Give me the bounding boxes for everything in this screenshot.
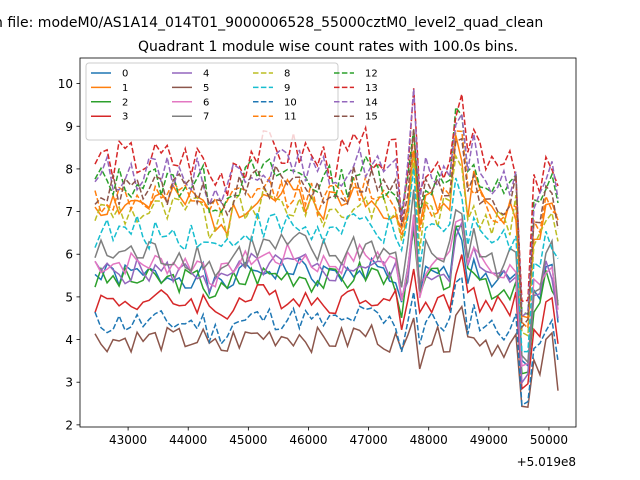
- x-tick-label: 49000: [470, 433, 508, 447]
- legend-label-8: 8: [284, 69, 290, 80]
- chart-title: Quadrant 1 module wise count rates with …: [138, 39, 518, 55]
- x-tick-label: 47000: [349, 433, 387, 447]
- series-line-9: [94, 167, 559, 353]
- series-line-14: [94, 88, 559, 318]
- y-tick-label: 9: [65, 120, 73, 134]
- y-tick-label: 8: [65, 162, 73, 176]
- x-tick-label: 45000: [229, 433, 267, 447]
- x-tick-label: 43000: [109, 433, 147, 447]
- y-tick-label: 10: [58, 77, 73, 91]
- x-tick-label: 50000: [530, 433, 568, 447]
- y-tick-label: 2: [65, 418, 73, 432]
- window-title: n file: modeM0/AS1A14_014T01_9000006528_…: [0, 15, 543, 31]
- legend-label-14: 14: [365, 97, 378, 108]
- y-tick-label: 7: [65, 205, 73, 219]
- series-line-3: [94, 254, 559, 391]
- axes-frame: [79, 57, 577, 428]
- x-offset-label: +5.019e8: [517, 455, 576, 469]
- legend-label-0: 0: [122, 69, 128, 80]
- y-tick-label: 3: [65, 376, 73, 390]
- legend-label-5: 5: [203, 83, 209, 94]
- series-line-15: [94, 128, 559, 330]
- series-line-13: [94, 88, 559, 303]
- x-tick-label: 44000: [169, 433, 207, 447]
- series-line-12: [94, 105, 559, 316]
- legend-label-15: 15: [365, 112, 378, 123]
- y-axis: 2 3 4 5 6 7 8 9 10: [58, 77, 80, 432]
- legend-label-12: 12: [365, 69, 378, 80]
- series-line-4: [94, 219, 559, 385]
- series-line-8: [94, 153, 559, 337]
- legend-label-13: 13: [365, 83, 378, 94]
- series-line-7: [94, 189, 559, 365]
- x-axis: 43000 44000 45000 46000 47000 48000 49000 50000: [109, 427, 568, 447]
- series-line-1: [94, 135, 559, 319]
- legend-label-6: 6: [203, 97, 209, 108]
- x-tick-label: 46000: [289, 433, 327, 447]
- x-tick-label: 48000: [410, 433, 448, 447]
- series-line-2: [94, 225, 559, 375]
- y-tick-label: 5: [65, 290, 73, 304]
- legend-label-10: 10: [284, 97, 297, 108]
- legend-label-4: 4: [203, 69, 209, 80]
- plot-area: [79, 57, 577, 428]
- series-line-5: [94, 304, 559, 409]
- legend-label-1: 1: [122, 83, 128, 94]
- legend-label-3: 3: [122, 112, 128, 123]
- y-tick-label: 6: [65, 248, 73, 262]
- y-tick-label: 4: [65, 333, 73, 347]
- legend-label-2: 2: [122, 97, 128, 108]
- legend-label-7: 7: [203, 112, 209, 123]
- legend-label-9: 9: [284, 83, 290, 94]
- legend-label-11: 11: [284, 112, 297, 123]
- series-line-10: [94, 275, 559, 407]
